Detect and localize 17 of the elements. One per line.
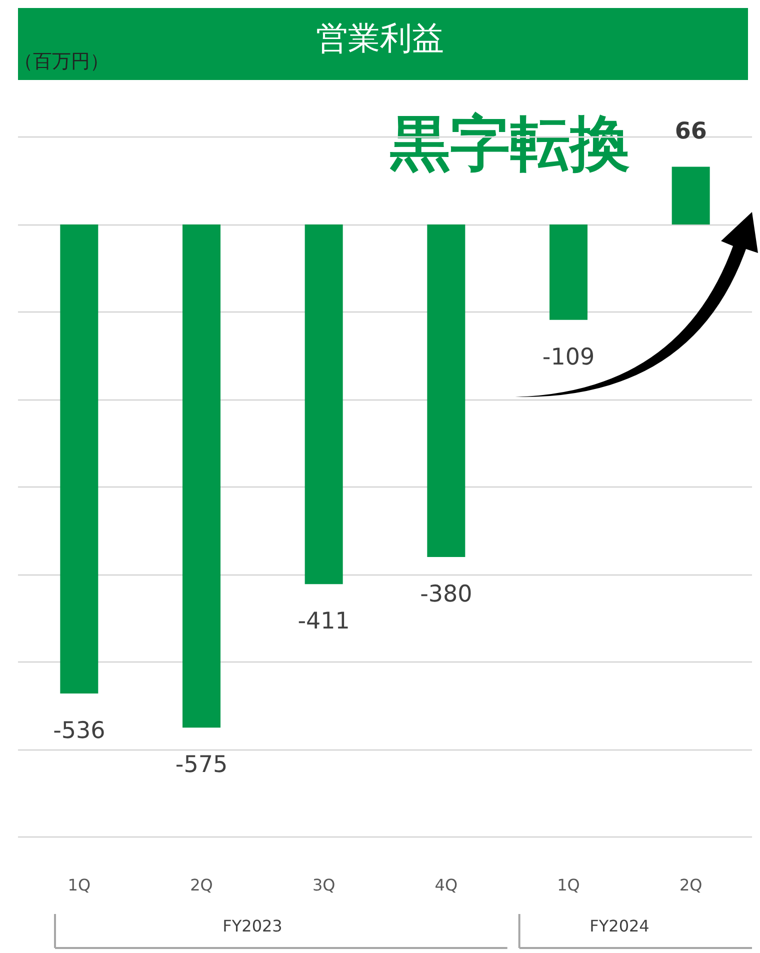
x-tick-label: 2Q	[190, 876, 213, 894]
data-label: -411	[298, 608, 350, 635]
data-label: 66	[674, 118, 707, 144]
x-tick-label: 2Q	[679, 876, 702, 894]
data-label: -575	[175, 752, 228, 778]
annotation: 黒字転換	[389, 109, 630, 179]
data-label: -109	[542, 344, 595, 370]
text: FY2023	[222, 916, 282, 936]
x-tick-label: 1Q	[68, 876, 91, 894]
y-axis-title: （百万円）	[14, 50, 109, 72]
data-label: -380	[420, 582, 472, 608]
data-label: -536	[53, 718, 106, 744]
x-tick-label: 4Q	[434, 876, 458, 894]
chart-title: 営業利益	[316, 19, 444, 57]
text: FY2024	[590, 916, 650, 936]
x-tick-label: 3Q	[312, 876, 336, 894]
x-tick-label: 1Q	[557, 876, 580, 894]
